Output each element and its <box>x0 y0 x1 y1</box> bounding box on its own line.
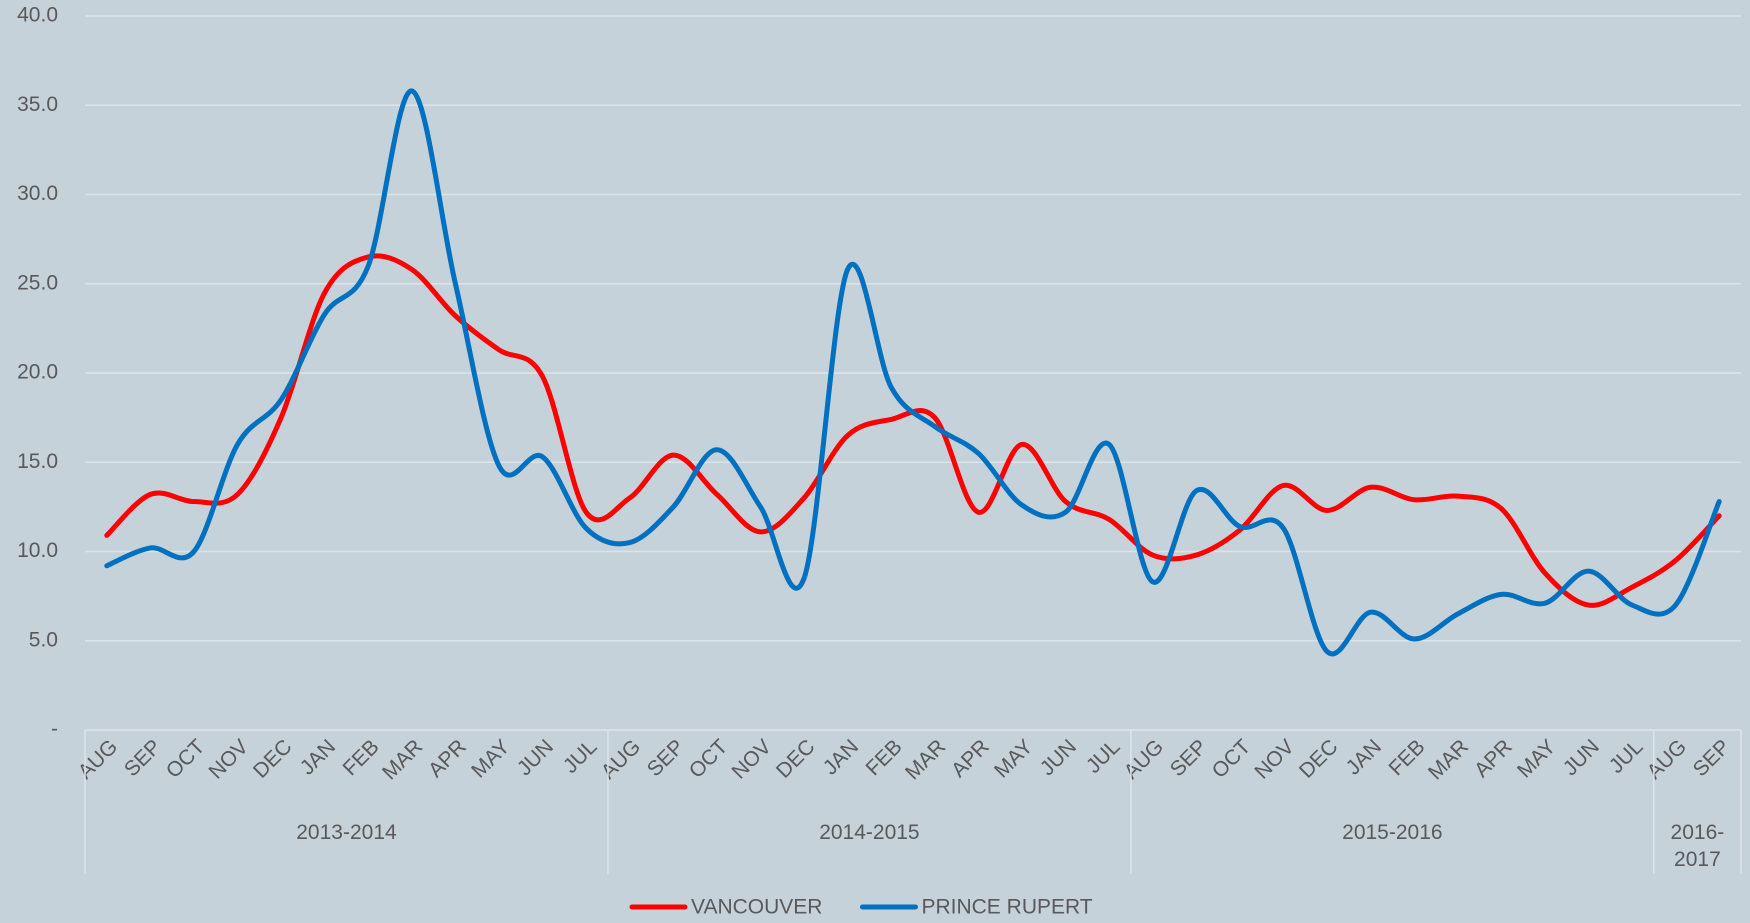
x-tick-label: DEC <box>1295 735 1343 783</box>
x-tick-label: AUG <box>74 735 122 783</box>
x-tick-label: DEC <box>772 735 820 783</box>
legend-label: PRINCE RUPERT <box>921 896 1092 919</box>
x-tick-label: SEP <box>1166 735 1212 781</box>
x-tick-label: JUN <box>1036 735 1081 780</box>
x-tick-label: AUG <box>1643 735 1691 783</box>
y-tick-label: 15.0 <box>17 450 58 473</box>
x-tick-label: JUN <box>1559 735 1604 780</box>
x-tick-label: APR <box>424 735 471 782</box>
x-tick-label: MAR <box>901 735 950 784</box>
x-tick-label: MAR <box>378 735 427 784</box>
x-tick-label: SEP <box>643 735 689 781</box>
x-tick-label: FEB <box>862 735 907 780</box>
x-tick-label: FEB <box>1384 735 1429 780</box>
x-tick-label: AUG <box>1120 735 1168 783</box>
x-tick-label: FEB <box>339 735 384 780</box>
x-tick-label: JAN <box>819 735 863 779</box>
y-tick-label: 35.0 <box>17 93 58 116</box>
x-tick-label: MAY <box>467 735 514 782</box>
x-tick-label: DEC <box>249 735 297 783</box>
x-tick-label: OCT <box>685 735 733 783</box>
group-label: 2014-2015 <box>819 821 920 844</box>
group-label: 2015-2016 <box>1342 821 1443 844</box>
x-tick-label: OCT <box>162 735 210 783</box>
y-tick-label: 30.0 <box>17 182 58 205</box>
x-tick-label: JUL <box>1082 735 1125 778</box>
x-tick-label: AUG <box>597 735 645 783</box>
x-tick-label: MAY <box>990 735 1037 782</box>
y-tick-label: 5.0 <box>29 628 58 651</box>
y-tick-label: 10.0 <box>17 539 58 562</box>
data-line <box>104 88 1722 657</box>
x-tick-label: APR <box>1470 735 1517 782</box>
group-label: 2013-2014 <box>296 821 397 844</box>
y-tick-label: - <box>51 718 58 741</box>
x-tick-label: JUL <box>559 735 602 778</box>
x-tick-label: JAN <box>1342 735 1386 779</box>
x-tick-label: OCT <box>1208 735 1256 783</box>
x-tick-label: JUL <box>1605 735 1648 778</box>
y-tick-label: 40.0 <box>17 4 58 27</box>
x-tick-label: MAR <box>1424 735 1473 784</box>
x-tick-label: MAY <box>1513 735 1560 782</box>
x-tick-label: NOV <box>1250 735 1298 783</box>
x-tick-label: SEP <box>120 735 166 781</box>
x-tick-label: APR <box>947 735 994 782</box>
x-tick-label: SEP <box>1689 735 1735 781</box>
x-tick-label: JAN <box>296 735 340 779</box>
group-label: 2016-2017 <box>1670 821 1725 871</box>
x-tick-label: NOV <box>727 735 775 783</box>
y-tick-label: 20.0 <box>17 361 58 384</box>
legend-label: VANCOUVER <box>691 896 822 919</box>
data-line <box>104 253 1722 608</box>
x-tick-label: JUN <box>513 735 558 780</box>
y-tick-label: 25.0 <box>17 271 58 294</box>
x-tick-label: NOV <box>205 735 253 783</box>
